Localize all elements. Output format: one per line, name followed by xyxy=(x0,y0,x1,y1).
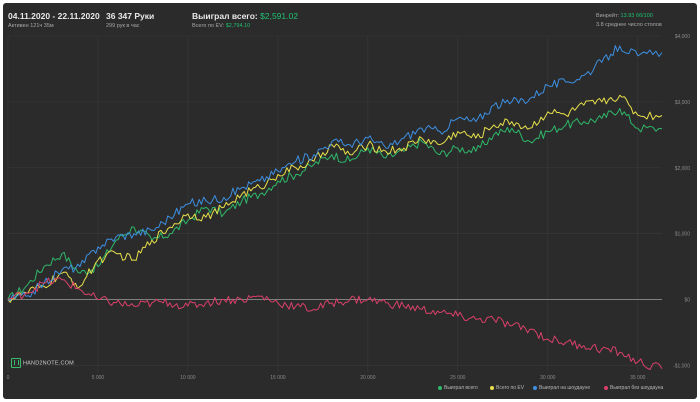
y-tick-label: $3,000 xyxy=(675,100,691,106)
x-axis-ticks: 0 5 000 10 000 15 000 20 000 25 000 30 000 35 0… xyxy=(7,375,646,381)
x-tick-label: 30 000 xyxy=(540,375,556,381)
x-tick-label: 15 000 xyxy=(270,375,286,381)
ev-summary: Всего по EV: $2,794.10 xyxy=(192,23,250,29)
winrate-value: 13.93 бб/100 xyxy=(620,13,653,19)
x-tick-label: 5 000 xyxy=(92,375,105,381)
legend-won-showdown[interactable]: Выиграл на шоудауне xyxy=(533,385,590,391)
legend-dot-icon xyxy=(533,385,537,390)
legend-dot-icon xyxy=(604,385,608,390)
legend-label: Всего по EV xyxy=(496,385,525,391)
y-tick-label: $4,000 xyxy=(675,34,691,40)
chart-panel xyxy=(3,3,697,399)
x-tick-label: 10 000 xyxy=(180,375,196,381)
y-tick-label: $2,000 xyxy=(675,166,691,172)
x-tick-label: 20 000 xyxy=(360,375,376,381)
series-line xyxy=(7,277,663,371)
hands-count: 36 347 Руки xyxy=(106,11,155,21)
x-tick-label: 0 xyxy=(7,375,10,381)
legend-dot-icon xyxy=(438,385,442,390)
won-total-value: $2,591.02 xyxy=(260,11,298,21)
hands-per-hour: 299 рук в час xyxy=(106,23,140,29)
chart-grid xyxy=(7,35,662,372)
legend-label: Выиграл всего xyxy=(444,385,478,391)
y-tick-label: $0 xyxy=(684,298,690,304)
active-time: Активен 121ч 35м xyxy=(8,23,54,29)
logo-text: HAND2NOTE.COM xyxy=(23,360,74,367)
legend-dot-icon xyxy=(490,385,494,390)
legend-won-total[interactable]: Выиграл всего xyxy=(438,385,478,391)
x-tick-label: 25 000 xyxy=(450,375,466,381)
legend-won-no-showdown[interactable]: Выиграл без шоудауна xyxy=(604,385,663,391)
legend-label: Выиграл без шоудауна xyxy=(610,385,664,391)
series-line xyxy=(7,108,663,300)
ev-value: $2,794.10 xyxy=(225,23,251,29)
winrate-label: Винрейт: xyxy=(596,13,620,19)
chart-series xyxy=(7,45,663,371)
won-total-label: Выиграл всего: xyxy=(192,11,258,21)
x-tick-label: 35 000 xyxy=(630,375,646,381)
y-tick-label: -$1,000 xyxy=(673,363,690,369)
hand2note-logo: HAND2NOTE.COM xyxy=(11,358,74,368)
series-line xyxy=(7,45,663,302)
avg-tables: 3.8 среднее число столов xyxy=(596,22,662,28)
date-range[interactable]: 04.11.2020 - 22.11.2020 xyxy=(8,11,100,21)
hand2note-logo-icon xyxy=(11,358,21,368)
winrate-summary: Винрейт: 13.93 бб/100 xyxy=(596,13,653,19)
won-total-summary: Выиграл всего: $2,591.02 xyxy=(192,11,298,21)
legend-by-ev[interactable]: Всего по EV xyxy=(490,385,524,391)
ev-label: Всего по EV: xyxy=(192,23,225,29)
y-tick-label: $1,000 xyxy=(675,232,691,238)
y-axis-ticks: $4,000 $3,000 $2,000 $1,000 $0 -$1,000 xyxy=(673,34,690,369)
legend-label: Выиграл на шоудауне xyxy=(539,385,591,391)
series-line xyxy=(7,94,663,303)
